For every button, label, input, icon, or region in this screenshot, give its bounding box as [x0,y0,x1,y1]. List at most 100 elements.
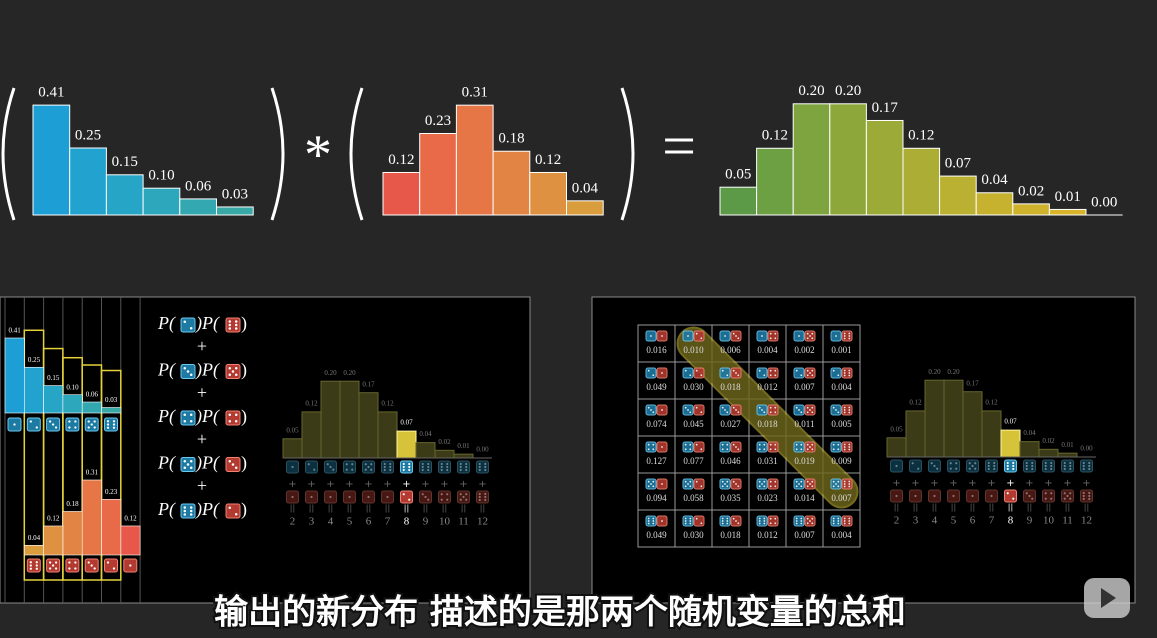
value-label: 0.03 [222,186,248,202]
bar [865,119,904,216]
die-pip [832,448,835,451]
die [756,441,768,453]
die-pip [351,468,354,471]
die-pip [832,369,835,372]
die-pip [687,335,689,337]
die-pip [689,374,692,377]
value-label: 0.12 [305,400,318,408]
die-pip [51,423,55,426]
die [693,515,705,527]
die-pip [843,483,846,485]
die-pip [933,464,936,468]
die-pip [351,463,354,466]
die-pip [761,483,763,485]
cell-value: 0.010 [683,345,704,355]
die-pip [763,480,766,483]
die-pip [990,494,993,498]
die-pip [837,480,840,483]
die-pip [987,467,990,471]
cell-value: 0.049 [646,530,667,540]
die-pip [848,337,851,340]
bar [792,103,831,216]
die-pip [848,335,851,337]
die-pip [87,561,90,564]
die [693,404,705,416]
cell-value: 0.077 [683,456,704,466]
value-label: 0.05 [890,425,903,433]
die-pip [843,409,846,411]
formula-text: P( [157,406,176,427]
die-pip [106,423,110,426]
die [985,489,998,503]
die-pip [848,411,851,414]
value-label: 0.05 [725,167,751,183]
value-label: 0.20 [835,83,861,99]
die-pip [93,567,96,570]
die-pip [835,483,837,485]
die-pip [427,468,430,472]
die-pip [446,465,449,469]
die-pip [726,448,729,451]
die-pip [774,332,777,335]
die [305,460,318,474]
die-pip [798,409,800,411]
die-pip [1063,492,1066,495]
die-pip [228,320,232,323]
die-pip [968,467,971,470]
subtitle: 输出的新分布 描述的是那两个随机变量的总和 [214,593,906,633]
die-pip [234,320,238,323]
die-pip [68,420,71,423]
die-pip [402,465,405,469]
die [104,417,118,432]
die-pip [832,406,835,409]
die [719,441,731,453]
die-pip [949,467,952,470]
bar [455,104,494,216]
die-pip [763,374,766,377]
die-pip [484,498,487,502]
die-pip [806,369,809,372]
bar [975,192,1014,216]
die [841,441,853,453]
value-label: 0.10 [66,383,79,391]
die-pip [917,467,920,470]
sum-equals: || [951,503,956,512]
die-pip [421,465,424,469]
die-pip [383,465,386,469]
paren [620,87,635,221]
sum-equals: || [309,504,314,513]
die-pip [837,374,840,377]
paren [270,87,285,221]
value-label: 0.02 [438,438,451,446]
die-pip [806,332,809,335]
die-pip [726,374,729,377]
die-pip [29,561,32,564]
die-pip [843,517,846,520]
value-label: 0.20 [928,368,941,376]
die-pip [848,517,851,520]
sum-equals: || [989,503,994,512]
die-pip [48,420,52,423]
die [830,515,842,527]
die-pip [112,420,116,423]
die-pip [74,426,77,429]
bar [415,442,436,459]
die-pip [911,462,914,465]
die-pip [737,485,740,488]
die-pip [769,406,772,409]
die-pip [811,374,814,377]
die-pip [700,448,703,451]
die-pip [832,443,835,446]
die [841,330,853,342]
die [928,459,941,473]
die-pip [183,466,187,469]
die [180,503,196,519]
die-pip [721,443,724,446]
die-pip [811,337,814,340]
value-label: 0.31 [86,469,99,477]
die-pip [326,463,329,466]
die-pip [1050,467,1053,471]
die-pip [1088,461,1091,465]
bar [939,175,977,216]
sum-equals: || [290,504,295,513]
